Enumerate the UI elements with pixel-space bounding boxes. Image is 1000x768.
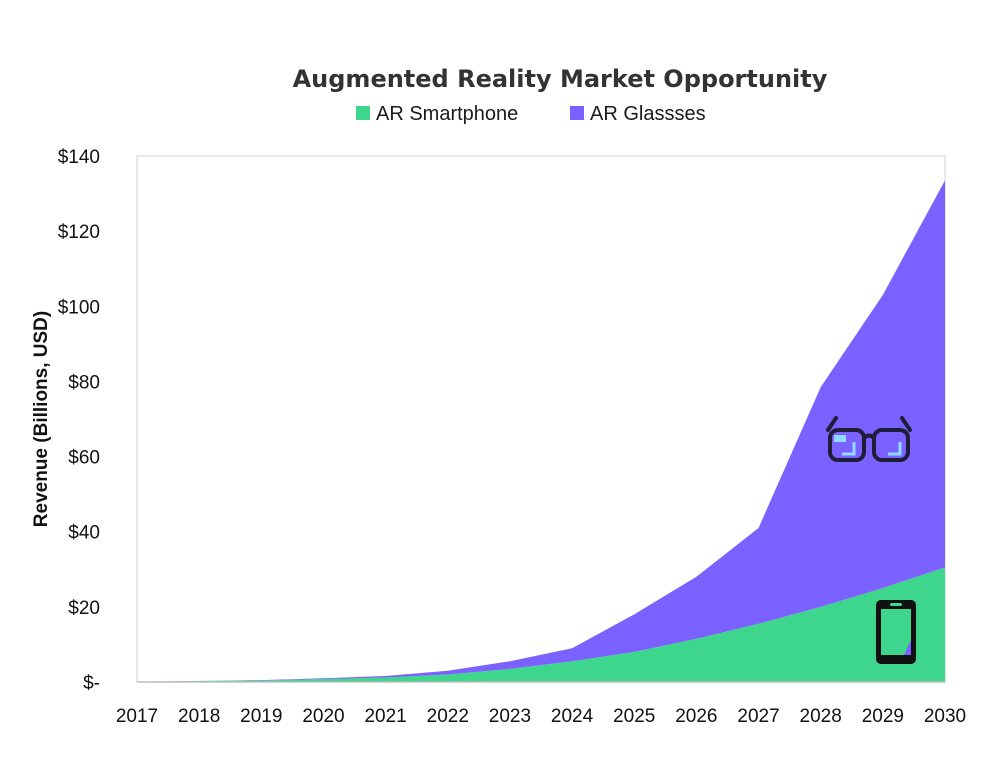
legend-swatch — [356, 106, 370, 120]
area-ar-smartphone — [137, 567, 945, 682]
x-tick-label: 2019 — [240, 706, 282, 727]
x-tick-label: 2024 — [551, 706, 594, 727]
y-tick-label: $80 — [68, 372, 100, 393]
legend: AR Smartphone AR Glassses — [356, 103, 706, 125]
x-tick-label: 2026 — [675, 706, 717, 727]
chart-title: Augmented Reality Market Opportunity — [293, 65, 828, 93]
y-axis: $- $20 $40 $60 $80 $100 $120 $140 — [58, 147, 100, 694]
area-series — [137, 180, 945, 682]
y-tick-label: $40 — [68, 523, 100, 544]
legend-label: AR Glassses — [590, 103, 706, 125]
x-tick-label: 2028 — [800, 706, 842, 727]
x-tick-label: 2020 — [302, 706, 344, 727]
x-tick-label: 2030 — [924, 706, 966, 727]
glasses-icon — [826, 416, 912, 462]
y-tick-label: $60 — [68, 448, 100, 469]
smartphone-icon — [876, 600, 916, 664]
y-axis-label: Revenue (Billions, USD) — [31, 311, 52, 527]
area-ar-glassses — [137, 180, 945, 682]
x-tick-label: 2025 — [613, 706, 655, 727]
x-tick-label: 2017 — [116, 706, 158, 727]
y-tick-label: $20 — [68, 598, 100, 619]
x-axis: 2017 2018 2019 2020 2021 2022 2023 2024 2025 2026… — [116, 706, 966, 727]
x-tick-label: 2023 — [489, 706, 531, 727]
x-tick-label: 2021 — [364, 706, 406, 727]
y-tick-label: $140 — [58, 147, 100, 168]
x-tick-label: 2018 — [178, 706, 220, 727]
x-tick-label: 2022 — [427, 706, 469, 727]
x-tick-label: 2029 — [862, 706, 904, 727]
y-tick-label: $100 — [58, 297, 100, 318]
x-tick-label: 2027 — [737, 706, 779, 727]
legend-label: AR Smartphone — [376, 103, 518, 125]
y-tick-label: $120 — [58, 222, 100, 243]
legend-swatch — [570, 106, 584, 120]
y-tick-label: $- — [83, 673, 100, 694]
